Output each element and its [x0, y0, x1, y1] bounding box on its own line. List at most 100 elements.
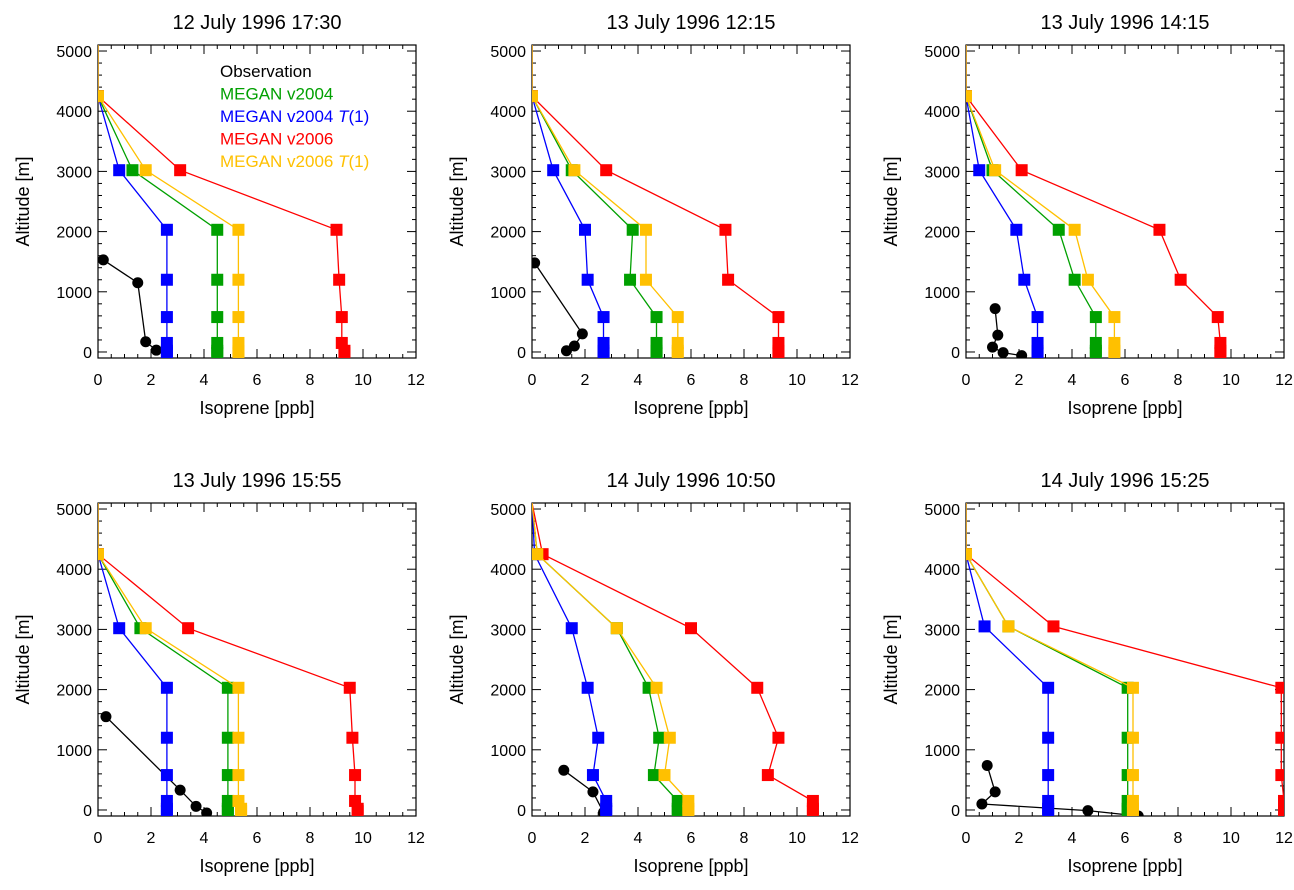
data-point-megan-v2006-t-1 [139, 164, 152, 177]
data-point-megan-v2004 [647, 769, 660, 782]
data-point-megan-v2006-t-1 [235, 805, 248, 816]
data-point-megan-v2006 [772, 311, 785, 324]
data-point-megan-v2006-t-1 [1126, 731, 1139, 744]
data-point-megan-v2004-t-1 [592, 731, 605, 744]
x-tick-label: 12 [1275, 372, 1293, 389]
data-point-observation [1016, 350, 1028, 358]
series-line-megan-v2006-t-1 [532, 45, 679, 354]
data-point-megan-v2006-t-1 [139, 622, 152, 635]
series-line-megan-v2006-t-1 [98, 503, 242, 812]
data-point-observation [150, 344, 162, 356]
series-line-observation [980, 765, 1139, 816]
chart-panel-3: 13 July 1996 14:15 0 2 4 6 8 10 12 0 1000 2000 3000… [881, 12, 1293, 418]
legend-entry-italic: T [338, 107, 350, 126]
data-point-megan-v2006 [338, 347, 351, 358]
y-tick-label: 5000 [924, 44, 960, 61]
plot-data [532, 503, 819, 816]
series-line-megan-v2004 [98, 45, 218, 354]
x-tick-label: 2 [1015, 372, 1024, 389]
y-tick-label: 2000 [924, 225, 960, 242]
data-point-megan-v2004 [650, 347, 663, 358]
x-axis-label: Isoprene [ppb] [633, 398, 748, 418]
y-tick-label: 2000 [924, 683, 960, 700]
data-point-megan-v2006-t-1 [232, 347, 245, 358]
y-tick-label: 4000 [56, 562, 92, 579]
series-line-observation [102, 259, 157, 351]
data-point-megan-v2004-t-1 [579, 223, 591, 236]
data-point-megan-v2004 [211, 273, 224, 286]
chart-panel-6: 14 July 1996 15:25 0 2 4 6 8 10 12 0 1000 2000 3000… [881, 470, 1293, 876]
legend-entry-text: MEGAN v2006 [220, 130, 333, 149]
y-tick-label: 1000 [924, 285, 960, 302]
data-point-megan-v2006-t-1 [966, 90, 972, 103]
data-point-megan-v2006 [1015, 164, 1028, 177]
y-tick-label: 3000 [924, 164, 960, 181]
legend-entry-text: MEGAN v2004 [220, 85, 333, 104]
y-axis-label: Altitude [m] [881, 614, 901, 704]
data-point-megan-v2006-t-1 [658, 769, 671, 782]
data-point-megan-v2004 [1089, 311, 1102, 324]
data-point-observation [174, 784, 186, 796]
x-tick-label: 8 [306, 830, 315, 847]
data-point-megan-v2006 [751, 681, 764, 694]
x-tick-label: 12 [841, 830, 859, 847]
legend-entry-suffix: (1) [349, 152, 370, 171]
data-point-megan-v2004 [1068, 273, 1081, 286]
y-tick-label: 2000 [490, 683, 526, 700]
y-tick-label: 3000 [56, 164, 92, 181]
data-point-megan-v2006-t-1 [989, 164, 1002, 177]
data-point-megan-v2006 [600, 164, 613, 177]
data-point-megan-v2006 [722, 273, 735, 286]
data-point-megan-v2006-t-1 [671, 311, 684, 324]
x-tick-label: 0 [528, 372, 537, 389]
data-point-megan-v2006-t-1 [232, 681, 245, 694]
legend-entry-text: Observation [220, 62, 312, 81]
series-line-megan-v2004-t-1 [98, 45, 168, 354]
series-line-megan-v2006-t-1 [966, 45, 1116, 354]
data-point-megan-v2004-t-1 [978, 620, 991, 633]
data-point-megan-v2006-t-1 [639, 223, 652, 236]
data-point-megan-v2006-t-1 [1002, 620, 1015, 633]
plot-data [966, 45, 1227, 358]
data-point-megan-v2004-t-1 [1042, 681, 1055, 694]
data-point-megan-v2004 [221, 769, 234, 782]
data-point-observation [140, 336, 152, 348]
x-tick-label: 10 [1222, 372, 1240, 389]
x-tick-label: 6 [253, 372, 262, 389]
data-point-megan-v2006-t-1 [1108, 347, 1121, 358]
data-point-megan-v2004-t-1 [160, 311, 173, 324]
data-point-observation [201, 807, 213, 816]
data-point-megan-v2004-t-1 [160, 223, 173, 236]
data-point-megan-v2004-t-1 [160, 681, 173, 694]
y-axis-label: Altitude [m] [13, 156, 33, 246]
data-point-megan-v2004 [650, 311, 663, 324]
y-tick-label: 3000 [56, 622, 92, 639]
y-tick-label: 5000 [56, 502, 92, 519]
legend-entry-text: MEGAN v2004 [220, 107, 338, 126]
x-tick-label: 10 [788, 830, 806, 847]
x-tick-label: 4 [634, 830, 643, 847]
data-point-megan-v2006-t-1 [663, 731, 676, 744]
data-point-megan-v2006 [349, 769, 362, 782]
x-axis-label: Isoprene [ppb] [1067, 856, 1182, 876]
data-point-megan-v2004-t-1 [160, 273, 173, 286]
data-point-megan-v2006-t-1 [232, 273, 245, 286]
data-point-megan-v2004-t-1 [1031, 311, 1044, 324]
x-tick-label: 2 [147, 372, 156, 389]
data-point-megan-v2006 [1275, 681, 1284, 694]
x-tick-label: 6 [1121, 830, 1130, 847]
data-point-megan-v2004-t-1 [597, 311, 610, 324]
y-tick-label: 4000 [490, 562, 526, 579]
y-tick-label: 1000 [56, 285, 92, 302]
x-tick-label: 8 [1174, 372, 1183, 389]
x-tick-label: 12 [407, 830, 425, 847]
x-axis-label: Isoprene [ppb] [199, 398, 314, 418]
x-tick-label: 10 [354, 830, 372, 847]
y-tick-label: 4000 [924, 562, 960, 579]
data-point-megan-v2006 [1275, 769, 1284, 782]
legend-entry-suffix: (1) [349, 107, 370, 126]
data-point-megan-v2006 [1278, 805, 1284, 816]
x-tick-label: 12 [841, 372, 859, 389]
data-point-megan-v2004-t-1 [547, 164, 560, 177]
data-point-observation [568, 340, 580, 352]
